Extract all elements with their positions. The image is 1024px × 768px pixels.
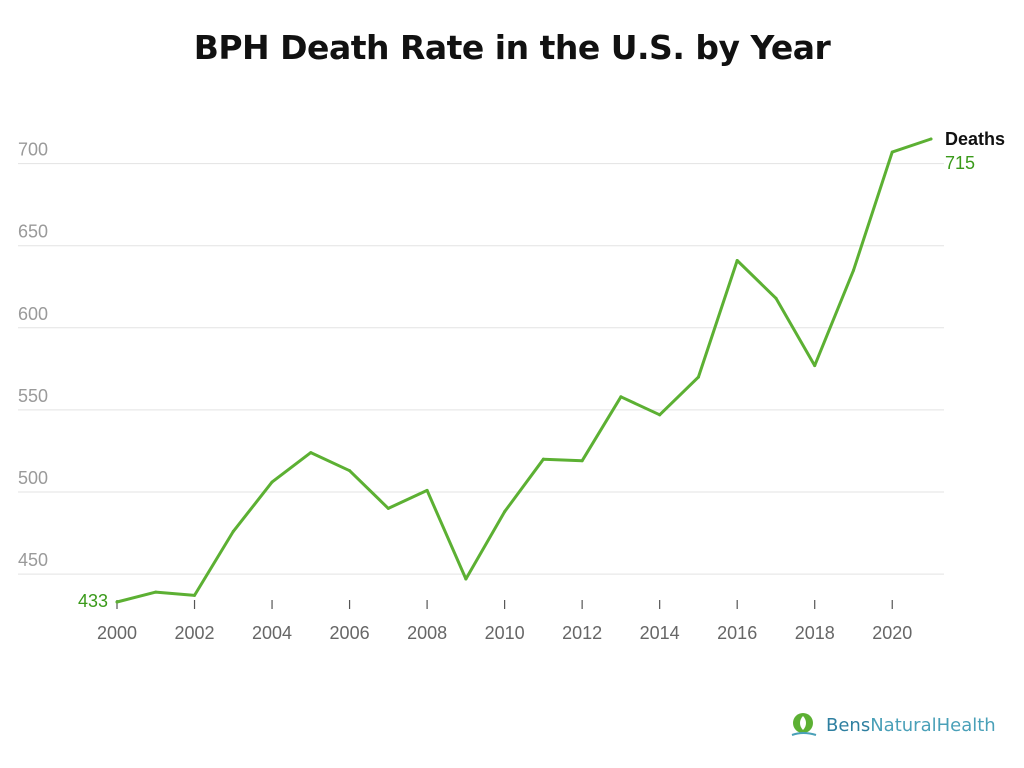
x-tick-label: 2020	[872, 623, 912, 643]
data-point	[231, 529, 235, 533]
series-legend-label: Deaths	[945, 129, 1005, 149]
data-point	[348, 469, 352, 473]
data-point	[541, 457, 545, 461]
data-point	[154, 590, 158, 594]
data-point	[386, 506, 390, 510]
x-tick-label: 2000	[97, 623, 137, 643]
data-point	[735, 258, 739, 262]
x-tick-label: 2018	[795, 623, 835, 643]
x-tick-label: 2014	[640, 623, 680, 643]
y-tick-label: 700	[18, 140, 48, 160]
x-tick-label: 2006	[330, 623, 370, 643]
last-value-label: 715	[945, 153, 975, 173]
data-point	[115, 600, 119, 604]
data-point	[425, 488, 429, 492]
data-point	[890, 150, 894, 154]
data-point	[503, 510, 507, 514]
leaf-icon	[791, 713, 817, 736]
y-tick-label: 650	[18, 222, 48, 242]
data-point	[619, 395, 623, 399]
x-axis-ticks: 2000 2002 2004 2006 2008 2010 2012 2014 2016 2018…	[97, 600, 912, 643]
gridlines	[18, 163, 944, 575]
brand-name: BensNaturalHealth	[826, 714, 996, 736]
x-tick-label: 2002	[175, 623, 215, 643]
chart-title: BPH Death Rate in the U.S. by Year	[193, 28, 831, 67]
data-point	[774, 296, 778, 300]
first-value-label: 433	[78, 591, 108, 611]
data-point	[580, 459, 584, 463]
data-point	[464, 577, 468, 581]
data-point	[696, 375, 700, 379]
data-point	[851, 268, 855, 272]
y-tick-label: 600	[18, 304, 48, 324]
data-point	[193, 593, 197, 597]
data-point	[270, 480, 274, 484]
data-point	[309, 451, 313, 455]
data-point	[929, 137, 933, 141]
x-tick-label: 2004	[252, 623, 292, 643]
data-point	[658, 413, 662, 417]
brand-logo[interactable]: BensNaturalHealth	[790, 710, 996, 740]
y-axis-ticks: 450 500 550 600 650 700	[18, 140, 48, 570]
data-point	[813, 364, 817, 368]
data-points	[115, 137, 933, 604]
series-line-deaths	[115, 137, 933, 604]
x-tick-label: 2012	[562, 623, 602, 643]
y-tick-label: 450	[18, 550, 48, 570]
x-tick-label: 2008	[407, 623, 447, 643]
y-tick-label: 550	[18, 386, 48, 406]
x-tick-label: 2010	[485, 623, 525, 643]
x-tick-label: 2016	[717, 623, 757, 643]
y-tick-label: 500	[18, 468, 48, 488]
